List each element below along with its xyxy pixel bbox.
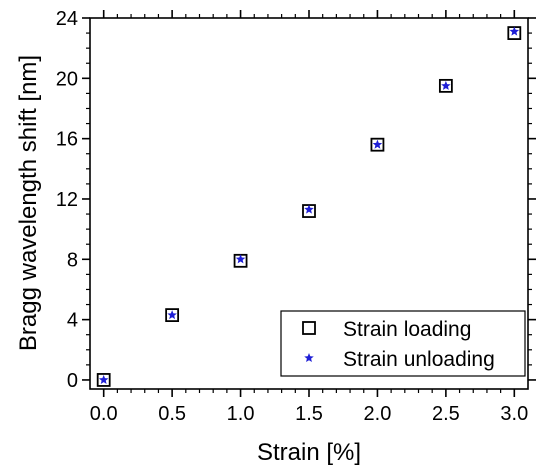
unloading-point [304,353,314,363]
x-tick-label: 0.0 [90,403,118,425]
data-series [96,26,522,387]
unloading-point [235,254,246,264]
y-tick-label: 0 [67,370,78,392]
x-axis-ticks: 0.0 0.5 1.0 1.5 2.0 2.5 3.0 [90,10,528,425]
x-axis-label: Strain [%] [257,439,361,466]
y-tick-label: 4 [67,310,78,332]
x-tick-label: 1.0 [227,403,255,425]
loading-point [96,373,111,387]
unloading-point [167,310,177,320]
y-tick-label: 24 [56,8,78,30]
unloading-point [372,139,383,149]
y-axis-ticks: 0 4 8 12 16 20 24 [56,8,536,392]
loading-point [438,78,453,93]
legend-label: Strain loading [343,318,471,341]
unloading-point [441,80,451,90]
y-tick-label: 8 [67,249,78,271]
y-tick-label: 16 [56,129,78,151]
x-tick-label: 1.5 [295,403,323,425]
loading-point [302,321,316,335]
loading-point [370,137,385,152]
legend: Strain loading Strain unloading [280,310,526,377]
legend-box [280,310,526,377]
legend-items: Strain loading Strain unloading [302,318,495,371]
legend-label: Strain unloading [343,348,495,371]
loading-point [165,308,180,323]
y-tick-label: 20 [56,68,78,90]
y-axis-label: Bragg wavelength shift [nm] [15,55,42,351]
x-tick-label: 2.5 [432,403,460,425]
unloading-point [98,374,109,384]
x-tick-label: 3.0 [500,403,528,425]
unloading-point [509,26,520,36]
x-tick-label: 0.5 [158,403,186,425]
y-tick-label: 12 [56,189,78,211]
unloading-point [304,204,314,214]
x-tick-label: 2.0 [364,403,392,425]
